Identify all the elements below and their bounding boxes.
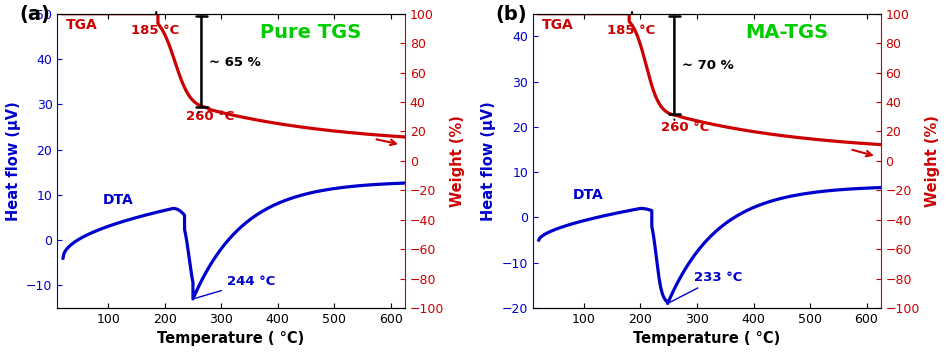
Text: 260 °C: 260 °C [185,110,234,122]
Text: TGA: TGA [66,18,97,32]
Y-axis label: Weight (%): Weight (%) [925,115,940,207]
Text: Pure TGS: Pure TGS [260,23,361,42]
Text: DTA: DTA [572,188,604,202]
Y-axis label: Weight (%): Weight (%) [449,115,464,207]
Text: (b): (b) [495,5,527,24]
X-axis label: Temperature ( °C): Temperature ( °C) [633,332,780,346]
Text: 185 °C: 185 °C [606,24,655,37]
Text: 260 °C: 260 °C [661,121,710,134]
Text: 233 °C: 233 °C [670,271,743,302]
X-axis label: Temperature ( °C): Temperature ( °C) [157,332,305,346]
Text: 244 °C: 244 °C [196,275,275,298]
Text: MA-TGS: MA-TGS [745,23,829,42]
Text: 185 °C: 185 °C [131,24,179,37]
Y-axis label: Heat flow (μV): Heat flow (μV) [482,101,497,221]
Text: DTA: DTA [102,193,133,207]
Text: ~ 70 %: ~ 70 % [682,59,733,72]
Text: (a): (a) [19,5,50,24]
Text: ~ 65 %: ~ 65 % [209,56,260,69]
Text: TGA: TGA [542,18,573,32]
Y-axis label: Heat flow (μV): Heat flow (μV) [6,101,21,221]
